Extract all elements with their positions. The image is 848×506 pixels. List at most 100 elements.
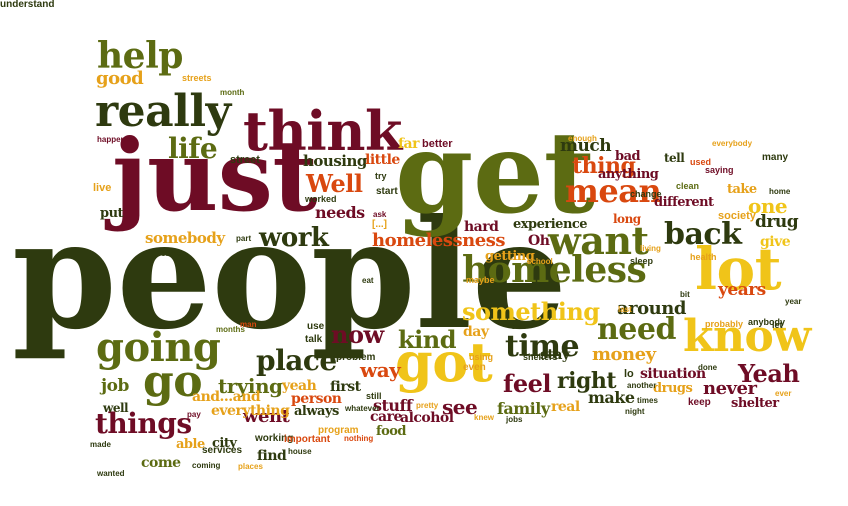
cloud-word: pay <box>187 410 201 419</box>
cloud-word: shelter <box>731 396 779 411</box>
cloud-word: let <box>772 320 783 330</box>
cloud-word: last <box>618 305 632 314</box>
cloud-word: just <box>112 119 318 234</box>
cloud-word: always <box>294 404 339 419</box>
cloud-word: ever <box>775 389 792 398</box>
cloud-word: house <box>288 447 312 456</box>
cloud-word: one <box>748 194 788 218</box>
cloud-word: anybody <box>748 317 786 327</box>
cloud-word: experience <box>513 217 588 232</box>
cloud-word: yeah <box>282 378 317 394</box>
cloud-word: homeless <box>462 249 647 291</box>
cloud-word: Oh <box>528 233 550 249</box>
cloud-word: way <box>360 358 401 382</box>
cloud-word: anything <box>598 167 659 182</box>
cloud-word: kind <box>398 325 456 354</box>
cloud-word: things <box>95 407 192 440</box>
cloud-word: everything <box>211 403 290 419</box>
cloud-word: made <box>90 440 111 449</box>
cloud-word: first <box>330 379 361 395</box>
cloud-word: day <box>463 324 489 340</box>
cloud-word: want <box>548 218 649 263</box>
cloud-word: knew <box>474 413 495 422</box>
cloud-word: give <box>760 234 791 250</box>
cloud-word: worked <box>305 194 337 204</box>
cloud-word: school <box>527 257 553 266</box>
cloud-word: feel <box>503 369 551 398</box>
cloud-word: know <box>683 311 811 362</box>
cloud-word: hard <box>464 219 499 235</box>
cloud-word: talk <box>305 334 323 345</box>
cloud-word: people <box>12 187 567 363</box>
cloud-word: back <box>664 217 742 252</box>
cloud-word: now <box>331 320 384 349</box>
cloud-word: whatever <box>345 404 380 413</box>
cloud-word: probably <box>705 319 744 329</box>
cloud-word: keep <box>688 397 711 408</box>
cloud-word: even <box>463 362 486 373</box>
cloud-word: society <box>718 210 756 222</box>
cloud-word: drug <box>755 212 799 232</box>
cloud-word: month <box>220 88 245 97</box>
cloud-word: wanted <box>97 469 125 478</box>
cloud-word: lot <box>695 235 782 303</box>
cloud-word: pretty <box>416 401 439 410</box>
cloud-word: jobs <box>506 415 523 424</box>
cloud-word: trying <box>218 374 283 398</box>
cloud-word: year <box>785 297 802 306</box>
cloud-word: stuff <box>373 396 413 415</box>
cloud-word: job <box>101 376 129 396</box>
cloud-word: nothing <box>344 434 374 443</box>
cloud-word: situation <box>640 366 706 382</box>
cloud-word: shelters <box>523 352 558 362</box>
cloud-word: person <box>291 391 342 407</box>
cloud-word: money <box>592 344 656 365</box>
cloud-word: done <box>698 363 718 372</box>
cloud-word: better <box>422 138 453 150</box>
cloud-word: program <box>318 425 359 436</box>
cloud-word: take <box>727 182 757 197</box>
cloud-word: tell <box>664 151 685 165</box>
cloud-word: place <box>256 344 337 377</box>
cloud-word: get <box>395 108 595 239</box>
cloud-word: understand <box>0 0 55 10</box>
cloud-word: start <box>376 186 398 197</box>
cloud-word: somebody <box>145 229 225 247</box>
cloud-word: ask <box>373 210 387 219</box>
cloud-word: family <box>497 399 550 418</box>
cloud-word: got <box>395 330 493 394</box>
cloud-word: help <box>97 35 183 77</box>
cloud-word: going <box>96 324 221 371</box>
cloud-word: well <box>103 401 129 415</box>
cloud-word: live <box>93 182 112 194</box>
cloud-word: happened <box>97 135 135 144</box>
cloud-word: never <box>703 378 757 399</box>
cloud-word: mean <box>565 172 662 210</box>
cloud-word: getting <box>485 249 535 264</box>
cloud-word: bit <box>680 290 690 299</box>
cloud-word: living <box>640 244 661 253</box>
cloud-word: time <box>505 329 580 364</box>
cloud-word: work <box>259 223 329 253</box>
cloud-word: street <box>230 154 260 166</box>
cloud-word: need <box>597 312 676 347</box>
cloud-word: much <box>560 136 612 156</box>
cloud-word: use <box>307 321 325 332</box>
cloud-word: care <box>370 409 402 425</box>
cloud-word: Yeah <box>738 359 800 388</box>
cloud-word: night <box>625 407 645 416</box>
cloud-word: coming <box>192 461 221 470</box>
cloud-word: try <box>375 171 387 181</box>
cloud-word: something <box>462 297 600 326</box>
cloud-word: problem <box>336 352 376 363</box>
cloud-word: using <box>469 352 493 362</box>
cloud-word: stay <box>540 347 570 363</box>
cloud-word: bad <box>615 149 641 164</box>
cloud-word: food <box>376 424 407 439</box>
cloud-word: thing <box>572 153 636 179</box>
cloud-word: months <box>216 325 245 334</box>
cloud-word: places <box>238 462 263 471</box>
cloud-word: Well <box>306 169 363 198</box>
cloud-word: eat <box>362 276 374 285</box>
